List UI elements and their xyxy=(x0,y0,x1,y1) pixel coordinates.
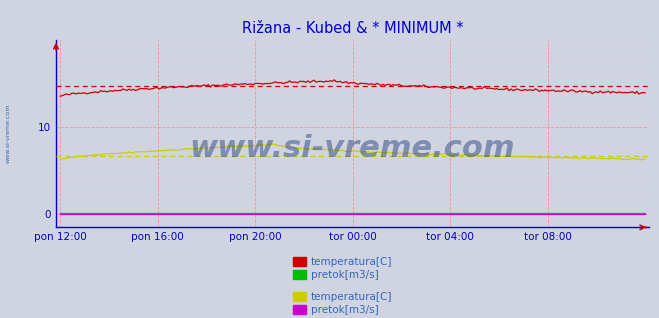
Legend: temperatura[C], pretok[m3/s]: temperatura[C], pretok[m3/s] xyxy=(292,291,393,316)
Legend: temperatura[C], pretok[m3/s]: temperatura[C], pretok[m3/s] xyxy=(292,256,393,281)
Text: www.si-vreme.com: www.si-vreme.com xyxy=(5,104,11,163)
Title: Rižana - Kubed & * MINIMUM *: Rižana - Kubed & * MINIMUM * xyxy=(242,21,463,36)
Text: www.si-vreme.com: www.si-vreme.com xyxy=(190,134,515,163)
